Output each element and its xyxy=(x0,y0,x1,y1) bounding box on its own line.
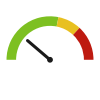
Wedge shape xyxy=(73,28,94,60)
Wedge shape xyxy=(6,16,58,60)
Wedge shape xyxy=(57,17,80,35)
Circle shape xyxy=(48,58,52,62)
